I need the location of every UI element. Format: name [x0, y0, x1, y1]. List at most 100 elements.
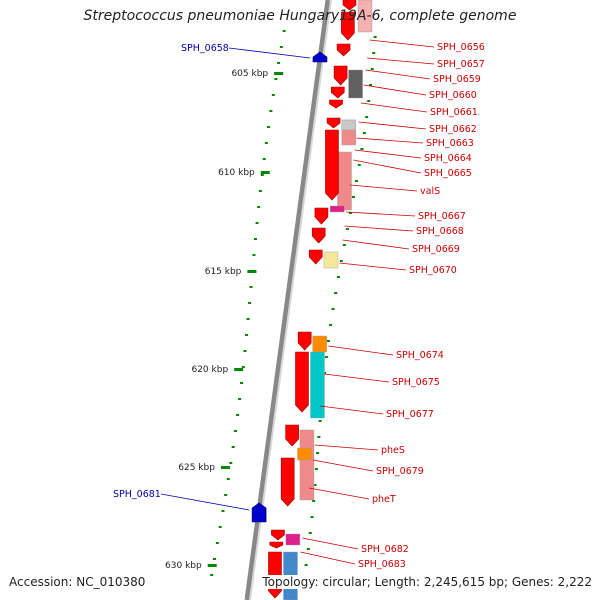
gc-dot-right: [373, 36, 377, 38]
gc-dot-left: [255, 222, 259, 224]
gc-dot-right: [365, 116, 369, 118]
topology-value: Topology: circular; Length: 2,245,615 bp…: [262, 575, 592, 589]
gc-dot-right: [348, 212, 352, 214]
gc-dot-left: [233, 430, 237, 432]
gene-labels: SPH_0658 SPH_0681 SPH_0656 SPH_0657 SPH_0659…: [113, 39, 485, 570]
label-leader: [160, 493, 250, 511]
gene-label-forward: SPH_0670: [409, 265, 457, 276]
gc-dot-left: [241, 366, 245, 368]
feature-block: [310, 351, 325, 419]
forward-gene-arrow: [314, 207, 329, 225]
label-leader: [367, 57, 435, 65]
scale-label: 620 kbp: [191, 365, 228, 375]
forward-gene-arrow: [285, 424, 299, 447]
scale-tick: [247, 270, 257, 273]
gene-label-forward: SPH_0682: [361, 544, 409, 555]
label-leader: [324, 373, 390, 383]
gc-dot-right: [357, 164, 361, 166]
gc-dot-left: [221, 510, 225, 512]
gc-dot-right: [372, 52, 376, 54]
forward-gene-arrow: [342, 0, 357, 11]
forward-gene-arrow: [336, 43, 351, 57]
backbone-inner: [249, 0, 332, 600]
forward-gene-arrow: [325, 129, 339, 201]
gc-dot-left: [238, 398, 242, 400]
reverse-gene-arrow: [251, 502, 267, 523]
label-leader: [339, 262, 407, 271]
feature-block: [285, 533, 301, 546]
feature-block: [348, 69, 363, 99]
gene-label-forward: SPH_0683: [358, 559, 406, 570]
gc-dot-right: [312, 500, 316, 502]
gc-dot-left: [215, 542, 219, 544]
gene-label-forward: SPH_0677: [386, 409, 434, 420]
gene-label-forward: SPH_0657: [437, 59, 485, 70]
gc-dot-left: [231, 446, 235, 448]
gene-label-forward: SPH_0663: [426, 138, 474, 149]
gc-dot-right: [308, 532, 312, 534]
gene-label-forward: SPH_0669: [412, 244, 460, 255]
gene-label-forward: SPH_0662: [429, 124, 477, 135]
feature-block: [337, 151, 352, 211]
gene-label-forward: SPH_0656: [437, 42, 485, 53]
gc-dot-left: [262, 158, 266, 160]
gc-dot-left: [218, 526, 222, 528]
gene-label-forward: SPH_0660: [429, 90, 477, 101]
gc-dot-left: [213, 558, 217, 560]
gc-dot-left: [279, 46, 283, 48]
gc-dot-left: [253, 238, 257, 240]
forward-gene-arrow: [269, 541, 284, 549]
gc-dot-left: [271, 94, 275, 96]
scale-label: 610 kbp: [218, 168, 255, 178]
gene-label-reverse: SPH_0658: [181, 43, 229, 54]
gc-dot-left: [252, 254, 256, 256]
gc-dot-right: [345, 228, 349, 230]
gc-dot-left: [258, 190, 262, 192]
label-leader: [302, 537, 359, 550]
gc-dot-right: [336, 276, 340, 278]
scale-label: 625 kbp: [178, 463, 215, 473]
feature-tracks: [283, 0, 373, 600]
gc-dot-right: [370, 68, 374, 70]
gc-dot-left: [224, 494, 228, 496]
accession-text: Accession: NC_010380: [9, 575, 146, 589]
scale-labels: 605 kbp 610 kbp 615 kbp 620 kbp 625 kbp 630 k…: [165, 69, 284, 571]
gc-dot-right: [331, 308, 335, 310]
forward-gene-arrow: [308, 249, 323, 265]
gc-dot-left: [236, 414, 240, 416]
gc-dot-left: [257, 206, 261, 208]
scale-tick: [234, 368, 244, 371]
gc-dot-right: [369, 84, 373, 86]
feature-block: [323, 251, 339, 269]
gc-dot-right: [367, 100, 371, 102]
map-title: Streptococcus pneumoniae Hungary19A-6, c…: [83, 8, 517, 24]
gc-dot-right: [313, 484, 317, 486]
forward-gene-arrow: [295, 351, 309, 413]
gc-dot-left: [267, 126, 271, 128]
scale-tick: [220, 466, 230, 469]
gc-dot-right: [317, 436, 321, 438]
gene-label-reverse: SPH_0681: [113, 489, 161, 500]
gc-dot-left: [274, 78, 278, 80]
gene-label-forward: pheT: [372, 494, 396, 505]
gc-dot-left: [277, 62, 281, 64]
label-leader: [346, 211, 416, 217]
gene-label-forward: SPH_0668: [416, 226, 464, 237]
reverse-gene-arrow: [312, 51, 328, 63]
gc-dot-right: [360, 148, 364, 150]
gene-label-forward: SPH_0665: [424, 168, 472, 179]
gc-dot-left: [243, 350, 247, 352]
gc-dot-right: [318, 420, 322, 422]
backbone-outer: [244, 0, 331, 600]
forward-gene-arrow: [330, 86, 345, 99]
gene-label-forward: SPH_0659: [433, 74, 481, 85]
label-leader: [300, 551, 356, 565]
gc-dot-right: [316, 452, 320, 454]
label-leader: [365, 69, 431, 80]
gc-dot-left: [264, 142, 268, 144]
gc-dot-right: [304, 564, 308, 566]
gc-dot-left: [249, 286, 253, 288]
gene-label-forward: SPH_0664: [424, 153, 472, 164]
label-leader: [356, 137, 424, 144]
